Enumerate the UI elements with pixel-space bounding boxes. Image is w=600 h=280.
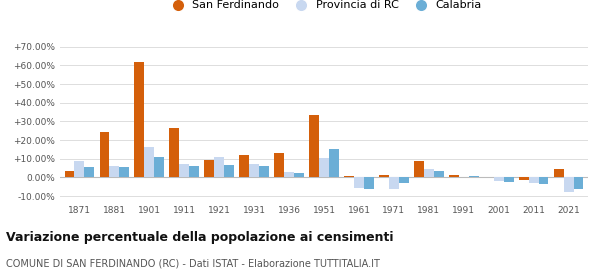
Bar [274, 153, 284, 177]
Bar [554, 169, 564, 177]
Bar [100, 132, 109, 177]
Bar [574, 177, 583, 188]
Bar [379, 176, 389, 177]
Bar [284, 172, 294, 177]
Bar [154, 157, 164, 177]
Bar [414, 162, 424, 177]
Bar [134, 62, 144, 177]
Bar [310, 115, 319, 177]
Bar [344, 176, 354, 177]
Bar [205, 160, 214, 177]
Bar [539, 177, 548, 184]
Bar [564, 177, 574, 192]
Text: COMUNE DI SAN FERDINANDO (RC) - Dati ISTAT - Elaborazione TUTTITALIA.IT: COMUNE DI SAN FERDINANDO (RC) - Dati IST… [6, 259, 380, 269]
Bar [214, 157, 224, 177]
Bar [84, 167, 94, 177]
Legend: San Ferdinando, Provincia di RC, Calabria: San Ferdinando, Provincia di RC, Calabri… [162, 0, 486, 15]
Bar [319, 158, 329, 177]
Bar [329, 149, 338, 177]
Bar [364, 177, 374, 188]
Bar [519, 177, 529, 180]
Bar [189, 166, 199, 177]
Bar [259, 166, 269, 177]
Bar [224, 165, 234, 177]
Bar [434, 171, 443, 177]
Bar [109, 166, 119, 177]
Bar [119, 167, 129, 177]
Bar [169, 128, 179, 177]
Bar [504, 177, 514, 182]
Bar [424, 169, 434, 177]
Bar [529, 177, 539, 183]
Bar [399, 177, 409, 183]
Bar [239, 155, 249, 177]
Bar [389, 177, 399, 188]
Text: Variazione percentuale della popolazione ai censimenti: Variazione percentuale della popolazione… [6, 231, 394, 244]
Bar [249, 164, 259, 177]
Bar [449, 174, 459, 177]
Bar [294, 173, 304, 177]
Bar [144, 148, 154, 177]
Bar [74, 160, 84, 177]
Bar [65, 171, 74, 177]
Bar [469, 176, 479, 177]
Bar [179, 164, 189, 177]
Bar [354, 177, 364, 188]
Bar [494, 177, 504, 181]
